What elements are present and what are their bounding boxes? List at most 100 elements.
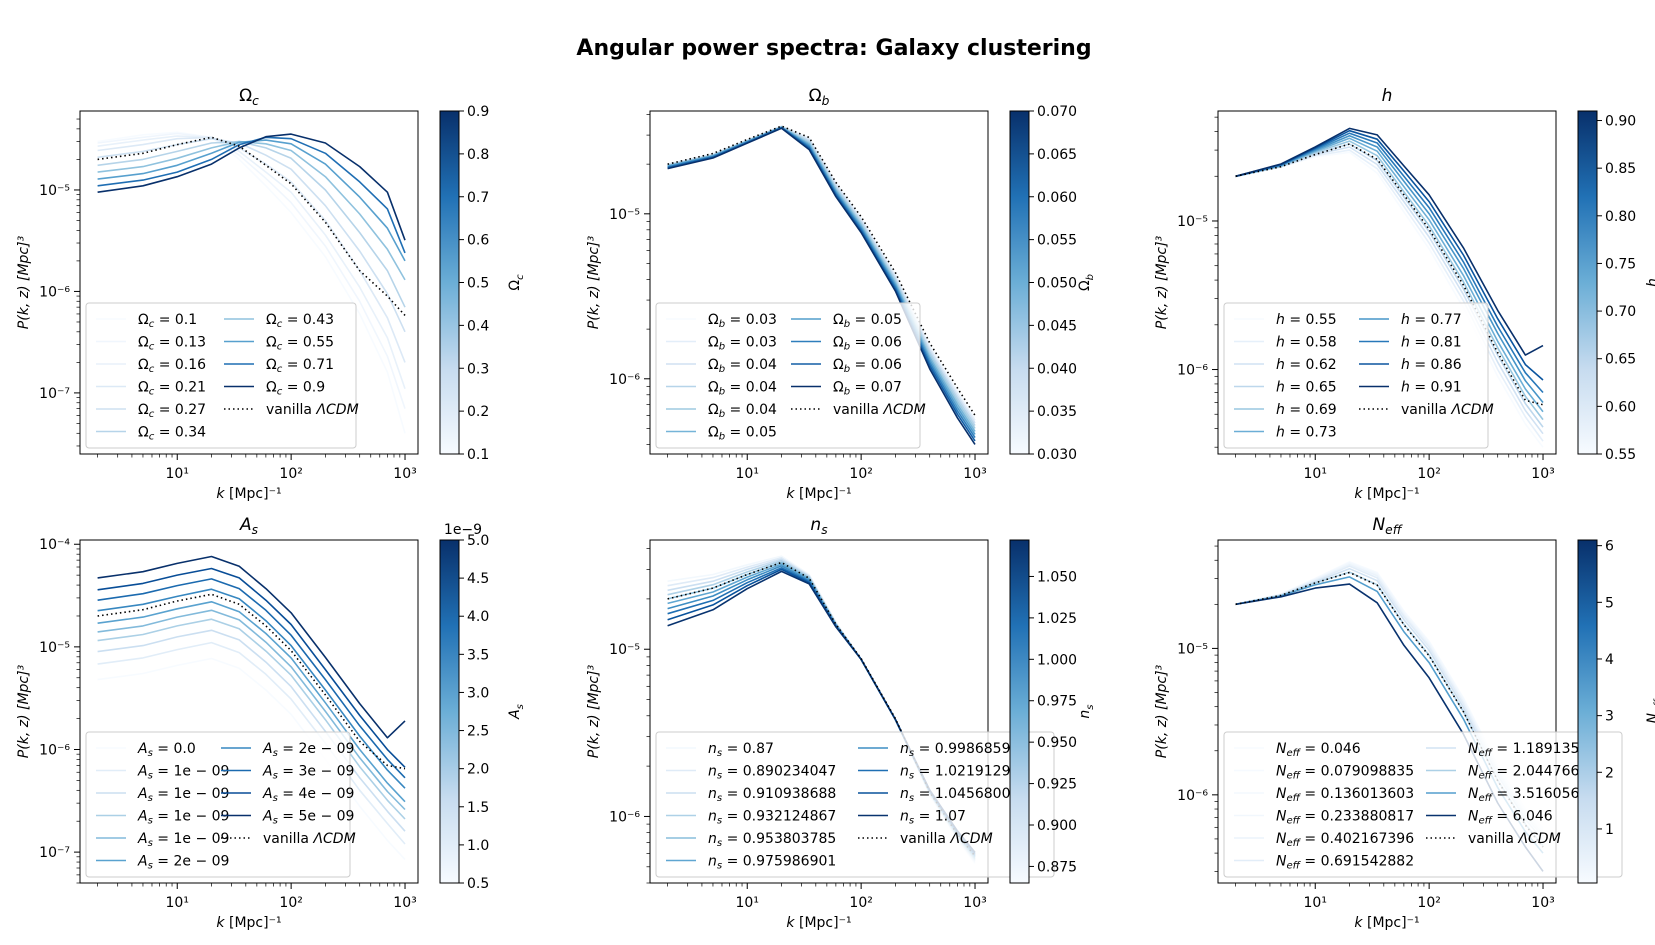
legend-entry-symbol: n bbox=[708, 786, 717, 802]
legend-entry-sub: c bbox=[277, 364, 283, 375]
colorbar-tick-label: 0.9 bbox=[467, 104, 489, 120]
legend-entry-sub: s bbox=[273, 793, 279, 804]
x-tick-label: 10³ bbox=[1531, 895, 1554, 911]
legend-entry-value: = 0.69 bbox=[1285, 402, 1337, 418]
legend-entry-sub: s bbox=[273, 771, 279, 782]
colorbar-label: Ωc bbox=[507, 274, 526, 291]
colorbar-gradient bbox=[1577, 110, 1598, 455]
label-base: Ω bbox=[809, 86, 822, 106]
legend-entry-sub: s bbox=[148, 748, 154, 759]
chart-title: Neff bbox=[1372, 515, 1402, 537]
legend-entry-sub: b bbox=[719, 432, 725, 443]
legend-entry-sub: s bbox=[148, 793, 154, 804]
x-tick-label: 10² bbox=[849, 895, 872, 911]
legend-entry: h = 0.55 bbox=[1276, 312, 1337, 328]
legend-entry-symbol: Ω bbox=[708, 425, 719, 441]
y-tick-label: 10⁻⁶ bbox=[39, 742, 70, 758]
colorbar-tick-label: 0.950 bbox=[1037, 735, 1077, 751]
legend-entry-value: = 5e − 09 bbox=[278, 809, 355, 825]
colorbar-tick-label: 0.90 bbox=[1605, 114, 1636, 130]
legend: h = 0.55h = 0.58h = 0.62h = 0.65h = 0.69… bbox=[1223, 302, 1494, 449]
legend-entry: ns = 0.87 bbox=[708, 741, 774, 759]
chart-panel-3: h 10¹ 10² 10³ 10⁻⁶ 10⁻⁵ k [Mpc]⁻¹ P(k, z) [Mpc]… bbox=[1154, 86, 1655, 502]
x-axis: 10¹ 10² 10³ bbox=[1235, 883, 1555, 911]
x-axis: 10¹ 10² 10³ bbox=[1235, 454, 1555, 482]
x-axis-label-unit: [Mpc]⁻¹ bbox=[225, 915, 282, 931]
colorbar-tick-label: 1.0 bbox=[467, 838, 489, 854]
legend-entry-text: vanilla bbox=[833, 402, 883, 418]
panels: Ωc 10¹ 10² 10³ 10⁻⁷ 10⁻⁶ 10⁻⁵ k [Mpc]⁻¹ P(k, z) … bbox=[16, 86, 1655, 931]
series-group bbox=[667, 125, 976, 445]
legend-entry-value: = 0.9 bbox=[282, 380, 325, 396]
legend-entry-value: = 0.65 bbox=[1285, 380, 1337, 396]
legend-entry-symbol: Ω bbox=[266, 335, 277, 351]
legend-entry-sub: b bbox=[719, 409, 725, 420]
legend-entry-symbol: h bbox=[1276, 380, 1285, 396]
legend-entry-value: = 0.43 bbox=[282, 312, 334, 328]
colorbar-tick-label: 5 bbox=[1605, 595, 1614, 611]
colorbar-tick-label: 0.065 bbox=[1037, 147, 1077, 163]
legend-entry-symbol: h bbox=[1276, 357, 1285, 373]
legend-entry-value: = 0.06 bbox=[850, 335, 902, 351]
colorbar-tick-label: 0.75 bbox=[1605, 256, 1636, 272]
legend-entry-text: vanilla bbox=[263, 831, 313, 847]
legend-entry-value: = 0.04 bbox=[725, 380, 777, 396]
legend-entry-symbol: Ω bbox=[708, 380, 719, 396]
legend-entry: As = 5e − 09 bbox=[262, 809, 354, 827]
series-line bbox=[97, 578, 406, 779]
legend-entry-value: = 0.402167396 bbox=[1300, 831, 1414, 847]
x-axis: 10¹ 10² 10³ bbox=[97, 883, 417, 911]
label-sub: b bbox=[822, 94, 830, 108]
legend-frame bbox=[85, 302, 357, 449]
legend-entry-value: = 0.910938688 bbox=[722, 786, 836, 802]
y-axis-label-text: P(k, z) [Mpc]³ bbox=[586, 235, 602, 329]
x-axis-label: k [Mpc]⁻¹ bbox=[1354, 915, 1419, 931]
x-axis-label-var: k bbox=[786, 915, 795, 931]
legend-frame bbox=[1223, 302, 1489, 449]
series-line bbox=[97, 641, 406, 845]
colorbar-gradient bbox=[439, 110, 460, 455]
legend-entry-value: = 0.58 bbox=[1285, 335, 1337, 351]
legend-entry-value: = 0.55 bbox=[1285, 312, 1337, 328]
y-axis-label: P(k, z) [Mpc]³ bbox=[1154, 664, 1170, 758]
legend-entry-math: ΛCDM bbox=[949, 831, 992, 847]
legend-entry-value: = 0.04 bbox=[725, 402, 777, 418]
legend-entry: As = 2e − 09 bbox=[262, 741, 354, 759]
y-axis: 10⁻⁷ 10⁻⁶ 10⁻⁵ bbox=[39, 118, 80, 447]
colorbar-tick-label: 0.8 bbox=[467, 147, 489, 163]
legend-entry-value: = 0.691542882 bbox=[1300, 854, 1414, 870]
legend-entry-value: = 0.04 bbox=[725, 357, 777, 373]
legend-entry-symbol: n bbox=[900, 786, 909, 802]
legend-entry: ns = 0.99868594 bbox=[900, 741, 1019, 759]
colorbar-tick-label: 0.55 bbox=[1605, 447, 1636, 463]
y-tick-label: 10⁻⁷ bbox=[39, 386, 70, 402]
colorbar: 0.55 0.60 0.65 0.70 0.75 0.80 0.85 0.90 h bbox=[1577, 110, 1655, 463]
legend-entry-value: = 0.05 bbox=[850, 312, 902, 328]
colorbar-label: As bbox=[507, 703, 526, 720]
colorbar-tick-label: 0.900 bbox=[1037, 818, 1077, 834]
x-axis-label-var: k bbox=[786, 486, 795, 502]
legend-entry-symbol: N bbox=[1276, 854, 1287, 870]
colorbar-tick-label: 1 bbox=[1605, 822, 1614, 838]
legend-entry-value: = 1e − 09 bbox=[153, 764, 230, 780]
legend-entry-symbol: Ω bbox=[266, 380, 277, 396]
legend-entry-symbol: N bbox=[1276, 764, 1287, 780]
x-axis-label: k [Mpc]⁻¹ bbox=[1354, 486, 1419, 502]
legend-entry: Neff = 1.18913516 bbox=[1468, 741, 1597, 759]
legend-entry-value: = 0.34 bbox=[154, 425, 206, 441]
label-base: A bbox=[507, 709, 523, 720]
legend-entry-value: = 0.81 bbox=[1410, 335, 1462, 351]
legend-entry-sub: b bbox=[719, 364, 725, 375]
x-tick-label: 10² bbox=[849, 466, 872, 482]
chart-title: h bbox=[1382, 86, 1393, 106]
legend-entry-symbol: A bbox=[262, 741, 273, 757]
colorbar-tick-label: 0.60 bbox=[1605, 399, 1636, 415]
legend-entry-value: = 3.51605631 bbox=[1492, 786, 1597, 802]
legend-entry-sub: s bbox=[148, 861, 154, 872]
legend-entry-value: = 0.73 bbox=[1285, 425, 1337, 441]
legend-entry: As = 1e − 09 bbox=[137, 831, 229, 849]
legend-entry: Ωc = 0.9 bbox=[266, 380, 325, 398]
legend-entry-value: = 2.04476646 bbox=[1492, 764, 1597, 780]
